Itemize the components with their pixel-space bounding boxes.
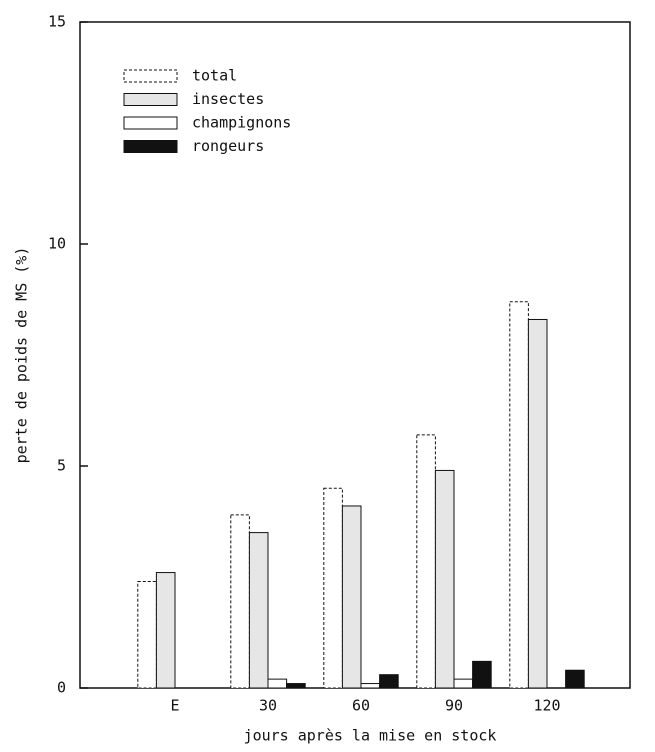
bar	[286, 683, 306, 689]
x-tick-label: 60	[352, 697, 370, 715]
y-tick-label: 0	[57, 679, 66, 697]
legend-label: champignons	[192, 114, 291, 132]
x-tick-label: 90	[445, 697, 463, 715]
bar	[137, 580, 157, 689]
legend-swatch	[123, 140, 178, 153]
x-tick-label: 30	[259, 697, 277, 715]
bar	[472, 660, 492, 689]
y-tick-label: 15	[48, 13, 66, 31]
bar	[434, 469, 455, 689]
x-tick-label: 120	[533, 697, 560, 715]
y-tick-label: 10	[48, 235, 66, 253]
bar	[527, 318, 548, 689]
bar	[453, 678, 474, 689]
legend-label: rongeurs	[192, 137, 264, 155]
bar	[248, 532, 269, 689]
bar	[341, 505, 362, 689]
bar	[379, 674, 399, 689]
bar	[360, 683, 381, 689]
legend-swatch	[123, 116, 178, 130]
bar	[416, 434, 436, 689]
legend-swatch	[123, 93, 178, 106]
legend-label: insectes	[192, 90, 264, 108]
y-tick-label: 5	[57, 457, 66, 475]
bar	[230, 514, 250, 689]
bar	[267, 678, 288, 689]
y-axis-label: perte de poids de MS (%)	[13, 247, 31, 464]
bar	[323, 487, 343, 689]
x-tick-label: E	[170, 697, 179, 715]
bar	[509, 301, 529, 689]
legend-label: total	[192, 67, 237, 85]
x-axis-label: jours après la mise en stock	[244, 727, 497, 745]
bar	[565, 669, 585, 689]
legend-swatch	[123, 69, 178, 83]
bar	[155, 572, 176, 689]
